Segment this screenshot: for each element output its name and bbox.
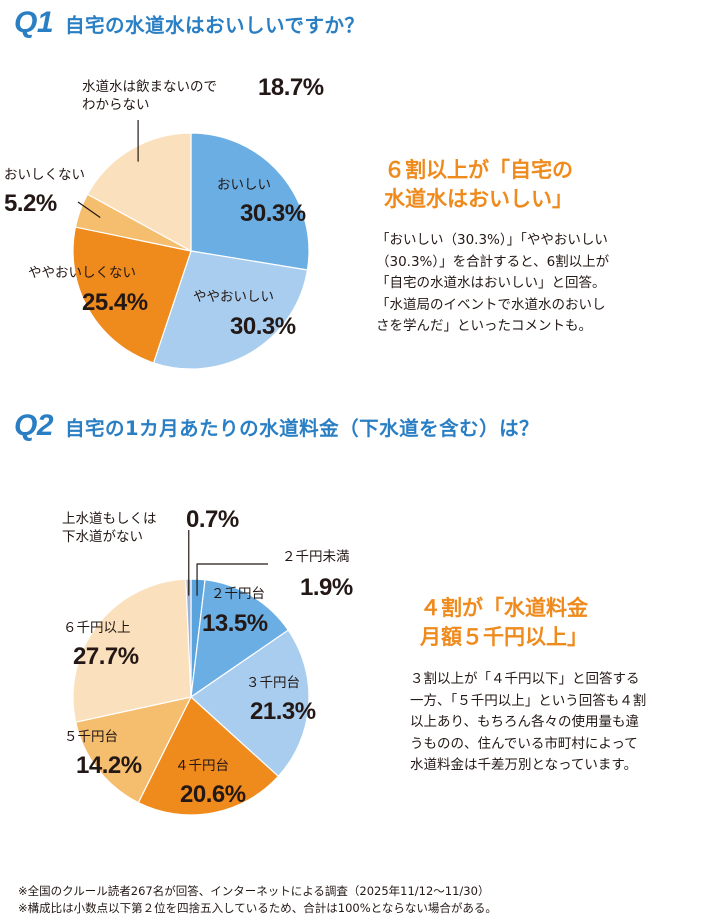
q1-pie-slice-0 [190,132,310,271]
q2-headline: ４割が「水道料金 月額５千円以上」 [420,594,588,652]
q2-pie-slice-4 [75,696,193,804]
q1-headline-line2: 水道水はおいしい」 [384,187,573,211]
q1-question: 自宅の水道水はおいしいですか？ [65,14,365,37]
q1-body-line1: 「おいしい（30.3%）」「ややおいしい [376,232,608,248]
q2-label-none-line2: 下水道がない [62,529,143,545]
q2-pie-slice-3 [137,696,280,816]
q1-pie-slice-2 [72,226,192,364]
q2-pie-slice-1 [190,579,290,699]
q2-headline-line1: ４割が「水道料金 [420,596,588,620]
q2-label-5k: ５千円台 [64,729,118,745]
footnote-rounding: ※構成比は小数点以下第２位を四捨五入しているため、合計は100%とならない場合が… [18,901,497,915]
q2-value-under2k: 1.9% [300,574,353,601]
q1-pie-slice-4 [86,132,192,253]
q1-leader-notgood [77,201,101,219]
q2-body-line4: うものの、住んでいる市町村によって [410,735,638,752]
q1-label-dontknow-line2: わからない [82,97,150,113]
q2-value-none: 0.7% [186,506,239,533]
q2-label-under2k: ２千円未満 [282,549,350,565]
q1-body-line5: さを学んだ」といったコメントも。 [376,318,592,334]
q1-headline-line1: ６割以上が「自宅の [384,158,573,182]
q1-label-dontknow: 水道水は飲まないので わからない [82,78,217,114]
q2-label-none-line1: 上水道もしくは [62,511,157,527]
q2-heading: Q2 自宅の1カ月あたりの水道料金（下水道を含む）は？ [14,409,539,443]
q2-number: Q2 [14,409,54,442]
q1-value-slightlybad: 25.4% [82,289,148,316]
footnote-survey: ※全国のクルール読者267名が回答、インターネットによる調査（2025年11/1… [18,884,490,898]
q2-body-line2: 一方、「５千円以上」という回答も４割 [410,692,647,709]
q2-headline-line2: 月額５千円以上」 [420,625,588,649]
q2-leader-under2k [196,563,268,596]
q2-body-line5: 水道料金は千差万別となっています。 [410,757,638,773]
q2-body-line3: 以上あり、もちろん各々の使用量も違 [410,714,639,730]
q2-value-3k: 21.3% [250,698,316,725]
q1-label-slightlybad: ややおいしくない [28,265,136,281]
q1-body-line4: 「水道局のイベントで水道水のおいし [376,296,606,313]
q2-pie-slice-2 [190,629,310,778]
q1-value-dontknow: 18.7% [258,74,324,101]
q1-label-good: おいしい [217,177,271,193]
q1-headline: ６割以上が「自宅の 水道水はおいしい」 [384,156,573,214]
q2-body-line1: ３割以上が「４千円以下」と回答する [410,671,640,687]
q2-body: ３割以上が「４千円以下」と回答する 一方、「５千円以上」という回答も４割 以上あ… [410,669,646,777]
q1-value-notgood: 5.2% [4,190,57,217]
q1-value-slightlygood: 30.3% [230,313,296,340]
q2-value-6k: 27.7% [73,643,139,670]
q2-label-6k: ６千円以上 [63,620,131,636]
q1-label-slightlygood: ややおいしい [193,289,274,305]
q2-pie-slice-5 [72,578,192,723]
q1-value-good: 30.3% [240,200,306,227]
q2-label-2k: ２千円台 [211,586,265,602]
q2-question: 自宅の1カ月あたりの水道料金（下水道を含む）は？ [65,417,540,440]
q2-value-5k: 14.2% [76,752,142,779]
q1-number: Q1 [14,6,54,39]
q1-body-line2: （30.3%）」を合計すると、6割以上が [376,253,610,270]
q2-label-3k: ３千円台 [246,675,300,691]
q2-label-4k: ４千円台 [175,758,229,774]
q2-value-2k: 13.5% [202,610,268,637]
q1-pie-slice-1 [152,250,309,370]
q2-value-4k: 20.6% [180,781,246,808]
q1-heading: Q1 自宅の水道水はおいしいですか？ [14,6,364,40]
footnotes: ※全国のクルール読者267名が回答、インターネットによる調査（2025年11/1… [18,883,497,917]
q1-body-line3: 「自宅の水道水はおいしい」と回答。 [376,275,606,291]
q2-label-none: 上水道もしくは 下水道がない [62,510,157,546]
q2-pie-chart [72,530,310,816]
q1-label-dontknow-line1: 水道水は飲まないので [82,79,217,95]
q1-label-notgood: おいしくない [4,167,85,183]
q1-body: 「おいしい（30.3%）」「ややおいしい （30.3%）」を合計すると、6割以上… [376,230,609,338]
